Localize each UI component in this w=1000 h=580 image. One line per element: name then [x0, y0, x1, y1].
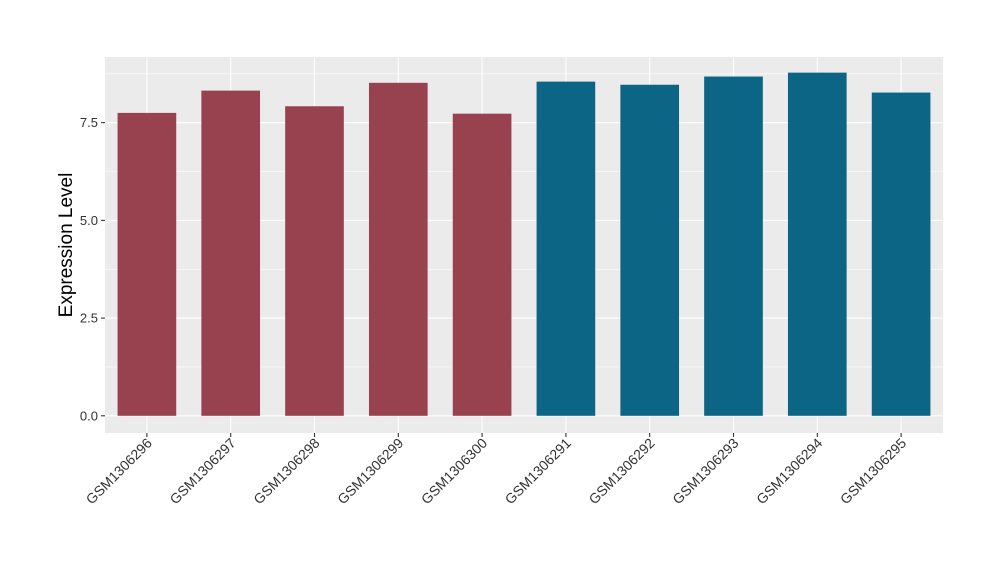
- x-tick-label: GSM1306299: [334, 435, 407, 508]
- x-tick-label: GSM1306300: [418, 435, 491, 508]
- y-axis-title: Expression Level: [56, 173, 77, 318]
- bar-GSM1306293: [704, 76, 763, 416]
- bar-GSM1306296: [117, 112, 177, 416]
- bar-GSM1306295: [871, 92, 931, 416]
- x-tick-label: GSM1306296: [83, 435, 156, 508]
- x-axis: GSM1306296 GSM1306297 GSM1306298 GSM1306299…: [83, 433, 910, 508]
- bars: [117, 72, 931, 416]
- x-tick-label: GSM1306292: [585, 435, 658, 508]
- bar-GSM1306300: [452, 113, 512, 416]
- y-axis: 0.0 2.5 5.0 7.5: [80, 115, 105, 423]
- bar-GSM1306297: [201, 90, 261, 416]
- bar-GSM1306292: [620, 84, 680, 416]
- bar-GSM1306291: [536, 81, 596, 416]
- y-tick-label: 0.0: [80, 408, 98, 423]
- y-tick-label: 2.5: [80, 311, 98, 326]
- bar-GSM1306294: [787, 72, 847, 416]
- x-tick-label: GSM1306298: [250, 435, 323, 508]
- x-tick-label: GSM1306294: [753, 435, 826, 508]
- x-tick-label: GSM1306297: [166, 435, 239, 508]
- y-tick-label: 7.5: [80, 115, 98, 130]
- bar-GSM1306299: [368, 82, 428, 416]
- x-tick-label: GSM1306291: [502, 435, 575, 508]
- y-tick-label: 5.0: [80, 213, 98, 228]
- bar-GSM1306298: [285, 106, 344, 416]
- x-tick-label: GSM1306295: [837, 435, 910, 508]
- x-tick-label: GSM1306293: [669, 435, 742, 508]
